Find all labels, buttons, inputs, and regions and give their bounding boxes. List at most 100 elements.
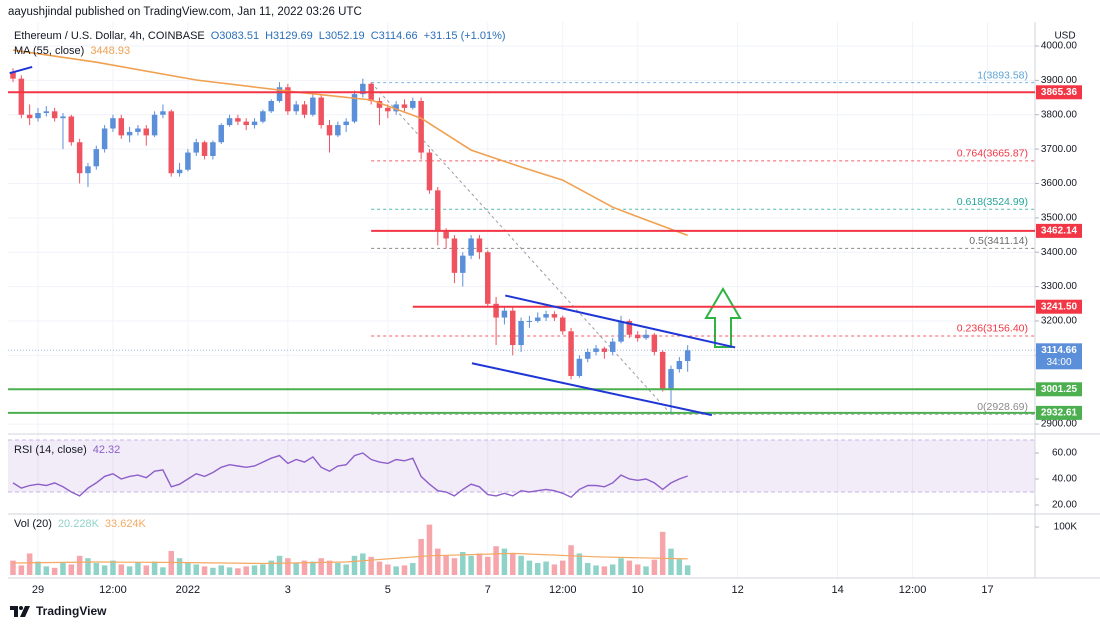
- candle-body: [126, 131, 133, 136]
- y-tick-label: 3500.00: [1041, 213, 1078, 224]
- level-label: 3462.14: [1041, 226, 1078, 237]
- volume-legend: Vol (20) 20.228K 33.624K: [14, 517, 146, 531]
- volume-bar: [326, 560, 333, 575]
- volume-bar: [185, 563, 191, 575]
- candle-body: [443, 231, 449, 239]
- volume-bar: [51, 567, 58, 575]
- volume-bar: [10, 560, 16, 575]
- volume-bar: [193, 564, 199, 575]
- volume-bar: [285, 558, 291, 575]
- volume-bar: [476, 553, 483, 575]
- volume-bar: [210, 567, 216, 575]
- volume-bar: [493, 546, 499, 575]
- candle-body: [110, 118, 116, 129]
- candle-body: [526, 320, 533, 322]
- candle-body: [468, 238, 474, 256]
- candle-body: [609, 341, 616, 352]
- y-tick-label: 3600.00: [1041, 178, 1078, 189]
- volume-bar: [243, 566, 249, 575]
- volume-ma-value: 33.624K: [104, 518, 146, 530]
- candle-body: [93, 149, 100, 167]
- volume-bar: [351, 555, 358, 575]
- candle-body: [118, 118, 125, 136]
- volume-bar: [393, 566, 399, 575]
- candle-body: [518, 320, 524, 346]
- ohlc-item: +31.15 (+1.01%): [423, 30, 506, 42]
- volume-bar: [310, 561, 316, 575]
- arrow: [704, 287, 742, 348]
- candle-body: [376, 100, 383, 108]
- candle-body: [634, 334, 641, 339]
- volume-bar: [618, 558, 624, 575]
- volume-bar: [584, 563, 591, 575]
- last-price-label: 3114.66: [1041, 345, 1077, 356]
- candle-body: [493, 303, 499, 318]
- candle-body: [501, 310, 508, 318]
- fib-label: 0.618(3524.99): [957, 196, 1028, 208]
- ma-name: MA (55, close): [14, 45, 85, 57]
- volume-bar: [126, 566, 133, 575]
- rsi-tick-label: 40.00: [1052, 474, 1077, 485]
- candle-body: [568, 331, 574, 376]
- candle-body: [351, 94, 358, 122]
- rsi-name: RSI (14, close): [14, 444, 87, 456]
- rsi-line: [12, 452, 688, 499]
- candle-body: [143, 128, 150, 136]
- y-tick-label: 4000.00: [1041, 41, 1078, 52]
- candle-body: [26, 114, 33, 119]
- rsi-band: [8, 440, 1035, 492]
- volume-bar: [160, 567, 166, 575]
- volume-bar: [460, 551, 466, 575]
- ohlc-item: C3114.66: [370, 30, 418, 42]
- x-tick-label: 7: [485, 584, 491, 596]
- candle-body: [135, 128, 141, 132]
- volume-bar: [435, 548, 441, 575]
- candle-body: [684, 350, 691, 362]
- candle-body: [235, 118, 241, 122]
- volume-bar: [201, 566, 208, 575]
- rsi-tick-label: 20.00: [1052, 500, 1077, 511]
- y-tick-label: 3200.00: [1041, 316, 1078, 327]
- candle-body: [285, 87, 291, 112]
- volume-bar: [426, 524, 433, 575]
- y-tick-label: 3800.00: [1041, 109, 1078, 120]
- volume-bar: [410, 563, 416, 575]
- candle-body: [584, 351, 591, 359]
- volume-bar: [443, 555, 449, 575]
- candle-body: [85, 166, 91, 174]
- fib-label: 0.236(3156.40): [957, 323, 1028, 335]
- volume-bar: [634, 564, 641, 575]
- candle-body: [18, 78, 25, 115]
- level-label-box: [1036, 382, 1082, 397]
- last-price-box: [1036, 343, 1082, 370]
- volume-bar: [76, 555, 83, 575]
- candle-body: [360, 83, 366, 95]
- publisher: aayushjindal published on TradingView.co…: [8, 5, 362, 19]
- volume-bar: [335, 563, 341, 575]
- volume-bar: [385, 564, 391, 575]
- y-tick-label: 3700.00: [1041, 144, 1078, 155]
- candle-body: [318, 97, 324, 126]
- candle-body: [201, 142, 208, 156]
- candle-body: [559, 317, 566, 332]
- candle-body: [43, 111, 50, 114]
- volume-bar: [143, 565, 150, 575]
- candle-body: [185, 152, 191, 170]
- candle-body: [76, 142, 83, 174]
- volume-bar: [485, 556, 491, 575]
- candle-body: [268, 100, 274, 112]
- rsi-value: 42.32: [92, 444, 121, 456]
- candle-body: [335, 125, 341, 136]
- brand: TradingView: [10, 604, 106, 618]
- ohlc-item: H3129.69: [265, 30, 313, 42]
- volume-bar: [360, 553, 366, 575]
- candle-body: [10, 71, 16, 79]
- candle-body: [293, 104, 299, 112]
- candle-body: [168, 111, 175, 174]
- candle-body: [193, 142, 199, 153]
- fib-label: 1(3893.58): [977, 69, 1028, 81]
- volume-bar: [534, 563, 541, 575]
- brand-text: TradingView: [36, 604, 107, 618]
- countdown: 34:00: [1046, 357, 1071, 368]
